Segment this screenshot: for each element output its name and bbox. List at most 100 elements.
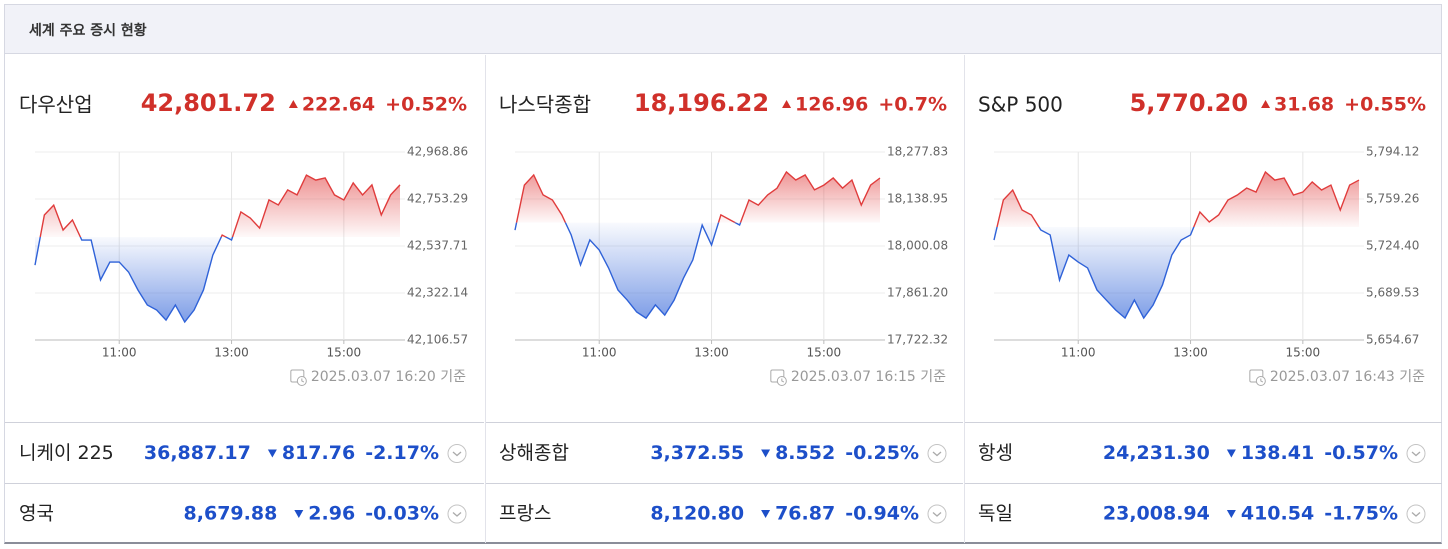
- button-circle: [447, 444, 467, 463]
- area-down: [994, 226, 1194, 318]
- y-tick-label: 42,537.71: [407, 239, 468, 253]
- button-chevron: [1411, 512, 1421, 517]
- expand-button[interactable]: [927, 504, 947, 524]
- button-circle: [1406, 444, 1426, 463]
- market-percent: -1.75%: [1324, 503, 1398, 525]
- index-name: 다우산업: [19, 93, 93, 117]
- area-up: [516, 171, 880, 223]
- y-tick-label: 5,724.40: [1366, 238, 1419, 252]
- expand-button[interactable]: [447, 504, 467, 524]
- area-down: [515, 222, 880, 319]
- index-percent: +0.7%: [878, 94, 947, 116]
- line-up: [39, 174, 401, 237]
- change-arrow: [294, 510, 304, 518]
- market-percent: -0.94%: [845, 503, 919, 525]
- index-name: 나스닥종합: [499, 93, 591, 117]
- y-tick-label: 5,794.12: [1366, 145, 1419, 159]
- change-arrow: [761, 510, 771, 518]
- y-tick-label: 5,689.53: [1366, 286, 1419, 300]
- market-row: 상해종합 -0.25% 8.552 3,372.55: [485, 422, 963, 483]
- button-circle: [927, 504, 947, 524]
- market-percent: -0.57%: [1324, 442, 1398, 464]
- market-name: 프랑스: [499, 503, 551, 525]
- y-tick-label: 17,722.32: [887, 333, 948, 347]
- button-chevron: [1411, 451, 1421, 457]
- x-tick-label: 15:00: [807, 346, 842, 360]
- expand-button[interactable]: [1406, 444, 1426, 463]
- button-chevron: [452, 451, 462, 457]
- change-arrow: [1261, 100, 1271, 108]
- market-change: 76.87: [775, 503, 835, 525]
- index-price: 42,801.72: [141, 89, 276, 117]
- index-change: 126.96: [795, 94, 868, 116]
- market-price: 8,679.88: [184, 503, 278, 525]
- change-arrow: [267, 449, 277, 458]
- expand-button[interactable]: [927, 444, 947, 463]
- y-tick-label: 18,000.08: [887, 238, 948, 252]
- timestamp: 2025.03.07 16:20 기준: [311, 369, 466, 385]
- market-change: 2.96: [308, 503, 355, 525]
- market-change: 410.54: [1241, 503, 1314, 525]
- button-circle: [447, 504, 467, 524]
- expand-button[interactable]: [447, 444, 467, 463]
- index-percent: +0.52%: [385, 94, 467, 116]
- line-down: [514, 222, 742, 320]
- market-name: 영국: [19, 503, 54, 525]
- button-circle: [1406, 504, 1426, 524]
- change-arrow: [761, 449, 771, 458]
- clock-icon: [1249, 369, 1266, 386]
- button-chevron: [452, 512, 462, 517]
- index-change: 31.68: [1274, 94, 1334, 116]
- expand-button[interactable]: [1406, 504, 1426, 524]
- index-panel: 다우산업 +0.52% 222.64 42,801.72 42,106.57 42,322…: [19, 89, 468, 386]
- index-name: S&P 500: [978, 93, 1063, 117]
- y-tick-label: 42,106.57: [407, 333, 468, 347]
- button-chevron: [932, 512, 942, 517]
- market-name: 니케이 225: [19, 442, 114, 464]
- change-arrow: [782, 100, 792, 108]
- change-arrow: [1226, 510, 1236, 518]
- line-down: [34, 236, 234, 324]
- market-price: 36,887.17: [144, 442, 251, 464]
- market-percent: -0.03%: [365, 503, 439, 525]
- index-price: 18,196.22: [634, 89, 769, 117]
- market-price: 3,372.55: [650, 442, 744, 464]
- x-tick-label: 11:00: [582, 346, 617, 360]
- market-name: 독일: [978, 503, 1013, 525]
- market-price: 24,231.30: [1103, 442, 1210, 464]
- button-circle: [927, 444, 947, 463]
- market-percent: -0.25%: [845, 442, 919, 464]
- line-up: [996, 170, 1360, 227]
- x-tick-label: 15:00: [1286, 346, 1321, 360]
- market-row: 니케이 225 -2.17% 817.76 36,887.17: [5, 422, 484, 464]
- x-tick-label: 13:00: [214, 346, 249, 360]
- header-bar: 세계 주요 증시 현황: [4, 4, 1442, 54]
- line-down: [993, 226, 1195, 320]
- index-price: 5,770.20: [1130, 89, 1248, 117]
- y-tick-label: 18,277.83: [887, 145, 948, 159]
- line-up: [515, 170, 881, 223]
- y-tick-label: 5,654.67: [1366, 333, 1419, 347]
- market-box: [4, 54, 1442, 544]
- timestamp: 2025.03.07 16:43 기준: [1270, 369, 1425, 385]
- index-change: 222.64: [302, 94, 375, 116]
- button-chevron: [932, 451, 942, 457]
- market-change: 817.76: [282, 442, 355, 464]
- market-row: 독일 -1.75% 410.54 23,008.94: [964, 483, 1442, 543]
- y-tick-label: 17,861.20: [887, 285, 948, 299]
- x-tick-label: 13:00: [1173, 346, 1208, 360]
- area-up: [35, 175, 400, 237]
- icon-part: [301, 378, 305, 383]
- area-down: [35, 236, 233, 323]
- market-price: 23,008.94: [1103, 503, 1210, 525]
- y-tick-label: 42,968.86: [407, 145, 468, 159]
- change-arrow: [288, 100, 298, 108]
- market-change: 8.552: [775, 442, 835, 464]
- index-panel: 나스닥종합 +0.7% 126.96 18,196.22 17,722.32 17,861…: [485, 55, 948, 422]
- market-row: 프랑스 -0.94% 76.87 8,120.80: [485, 483, 963, 543]
- y-tick-label: 5,759.26: [1366, 191, 1419, 205]
- market-row: 영국 -0.03% 2.96 8,679.88: [5, 483, 484, 525]
- market-price: 8,120.80: [650, 503, 744, 525]
